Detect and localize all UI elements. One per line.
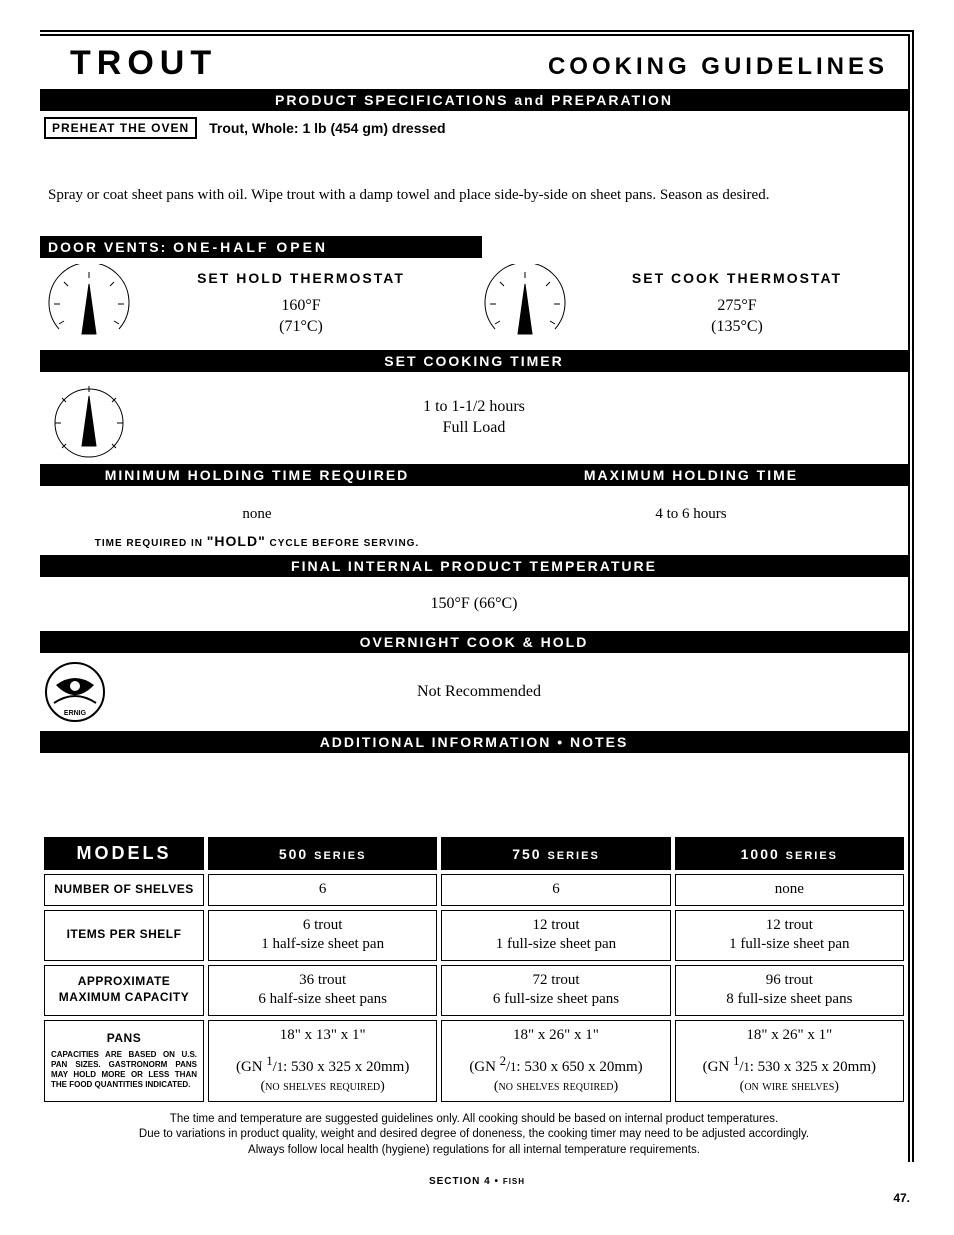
row-label-cell: APPROXIMATE MAXIMUM CAPACITY xyxy=(44,965,204,1016)
hold-temp-f: 160°F xyxy=(134,296,468,317)
spec-row: PREHEAT THE OVEN Trout, Whole: 1 lb (454… xyxy=(40,111,908,145)
overnight-header: OVERNIGHT COOK & HOLD xyxy=(40,631,908,653)
door-vents-row: DOOR VENTS: ONE-HALF OPEN xyxy=(40,236,908,258)
timer-line1: 1 to 1-1/2 hours xyxy=(44,397,904,418)
models-header: MODELS xyxy=(44,837,204,870)
timer-section-header: SET COOKING TIMER xyxy=(40,350,908,372)
pans-cell-750: 18" x 26" x 1"(GN 2/1: 530 x 650 x 20mm)… xyxy=(441,1020,670,1102)
data-cell: 6 xyxy=(208,874,437,906)
min-hold-cell: MINIMUM HOLDING TIME REQUIRED none TIME … xyxy=(40,464,474,555)
series-1000-header: 1000 SERIES xyxy=(675,837,904,870)
data-cell: 6 trout1 half-size sheet pan xyxy=(208,910,437,961)
overnight-row: ERNIG Not Recommended xyxy=(40,653,908,731)
row-label-cell: ITEMS PER SHELF xyxy=(44,910,204,961)
door-vents-label: DOOR VENTS: xyxy=(48,239,167,255)
spacer xyxy=(482,236,908,258)
hold-thermo-info: SET HOLD THERMOSTAT 160°F (71°C) xyxy=(134,270,468,338)
data-cell: 6 xyxy=(441,874,670,906)
models-table: MODELS 500 SERIES 750 SERIES 1000 SERIES… xyxy=(40,833,908,1106)
table-row: APPROXIMATE MAXIMUM CAPACITY36 trout6 ha… xyxy=(44,965,904,1016)
max-hold-body: 4 to 6 hours xyxy=(474,486,908,543)
notes-area xyxy=(40,753,908,833)
timer-line2: Full Load xyxy=(44,418,904,439)
pans-cell-500: 18" x 13" x 1"(GN 1/1: 530 x 325 x 20mm)… xyxy=(208,1020,437,1102)
thermostat-row: SET HOLD THERMOSTAT 160°F (71°C) SET COO… xyxy=(40,258,908,350)
cook-temp-c: (135°C) xyxy=(570,317,904,338)
disclaimer-line1: The time and temperature are suggested g… xyxy=(50,1112,898,1128)
pans-row: PANS CAPACITIES ARE BASED ON U.S. PAN SI… xyxy=(44,1020,904,1102)
data-cell: 36 trout6 half-size sheet pans xyxy=(208,965,437,1016)
cook-thermostat-cell: SET COOK THERMOSTAT 275°F (135°C) xyxy=(476,258,908,350)
data-cell: 96 trout8 full-size sheet pans xyxy=(675,965,904,1016)
hold-note-pre: TIME REQUIRED IN xyxy=(95,538,207,549)
data-cell: 12 trout1 full-size sheet pan xyxy=(675,910,904,961)
data-cell: 12 trout1 full-size sheet pan xyxy=(441,910,670,961)
row-label-cell: NUMBER OF SHELVES xyxy=(44,874,204,906)
disclaimer: The time and temperature are suggested g… xyxy=(40,1106,908,1163)
overnight-value: Not Recommended xyxy=(54,683,904,701)
cook-thermo-label: SET COOK THERMOSTAT xyxy=(570,270,904,286)
min-hold-body: none TIME REQUIRED IN "HOLD" CYCLE BEFOR… xyxy=(40,486,474,555)
hold-temp-c: (71°C) xyxy=(134,317,468,338)
page-border: TROUT COOKING GUIDELINES PRODUCT SPECIFI… xyxy=(40,30,914,1162)
hold-note-mid: "HOLD" xyxy=(207,533,266,549)
holding-split: MINIMUM HOLDING TIME REQUIRED none TIME … xyxy=(40,464,908,555)
section-category: FISH xyxy=(503,1177,525,1186)
disclaimer-line2: Due to variations in product quality, we… xyxy=(50,1127,898,1143)
spec-section-header: PRODUCT SPECIFICATIONS and PREPARATION xyxy=(40,89,908,111)
cook-dial-icon xyxy=(480,264,570,344)
cook-temp-f: 275°F xyxy=(570,296,904,317)
max-hold-value: 4 to 6 hours xyxy=(482,506,900,523)
max-hold-cell: MAXIMUM HOLDING TIME 4 to 6 hours xyxy=(474,464,908,555)
table-row: NUMBER OF SHELVES66none xyxy=(44,874,904,906)
product-spec: Trout, Whole: 1 lb (454 gm) dressed xyxy=(209,120,445,136)
min-hold-note: TIME REQUIRED IN "HOLD" CYCLE BEFORE SER… xyxy=(48,533,466,549)
section-footer: SECTION 4 • FISH xyxy=(40,1176,914,1187)
final-temp-value: 150°F (66°C) xyxy=(40,577,908,631)
max-hold-header: MAXIMUM HOLDING TIME xyxy=(474,464,908,486)
pans-label-cell: PANS CAPACITIES ARE BASED ON U.S. PAN SI… xyxy=(44,1020,204,1102)
hold-thermo-label: SET HOLD THERMOSTAT xyxy=(134,270,468,286)
pans-note: CAPACITIES ARE BASED ON U.S. PAN SIZES. … xyxy=(51,1047,197,1090)
svg-text:ERNIG: ERNIG xyxy=(64,710,87,717)
models-header-row: MODELS 500 SERIES 750 SERIES 1000 SERIES xyxy=(44,837,904,870)
table-row: ITEMS PER SHELF6 trout1 half-size sheet … xyxy=(44,910,904,961)
series-750-header: 750 SERIES xyxy=(441,837,670,870)
hold-note-post: CYCLE BEFORE SERVING. xyxy=(266,538,420,549)
series-500-header: 500 SERIES xyxy=(208,837,437,870)
cook-thermo-info: SET COOK THERMOSTAT 275°F (135°C) xyxy=(570,270,904,338)
timer-text: 1 to 1-1/2 hours Full Load xyxy=(44,397,904,439)
door-vents-value: ONE-HALF OPEN xyxy=(173,239,328,255)
hold-dial-icon xyxy=(44,264,134,344)
notes-header: ADDITIONAL INFORMATION • NOTES xyxy=(40,731,908,753)
min-hold-header: MINIMUM HOLDING TIME REQUIRED xyxy=(40,464,474,486)
food-title: TROUT xyxy=(40,44,217,85)
timer-row: 1 to 1-1/2 hours Full Load xyxy=(40,372,908,464)
data-cell: 72 trout6 full-size sheet pans xyxy=(441,965,670,1016)
final-temp-header: FINAL INTERNAL PRODUCT TEMPERATURE xyxy=(40,555,908,577)
page-number: 47. xyxy=(40,1191,914,1205)
preheat-label: PREHEAT THE OVEN xyxy=(44,117,197,139)
min-hold-value: none xyxy=(48,506,466,523)
door-vents-bar: DOOR VENTS: ONE-HALF OPEN xyxy=(40,236,482,258)
disclaimer-line3: Always follow local health (hygiene) reg… xyxy=(50,1143,898,1159)
section-label: SECTION 4 • xyxy=(429,1176,503,1187)
guidelines-title: COOKING GUIDELINES xyxy=(548,53,908,85)
hold-thermostat-cell: SET HOLD THERMOSTAT 160°F (71°C) xyxy=(40,258,472,350)
header-row: TROUT COOKING GUIDELINES xyxy=(40,44,908,85)
prep-instructions: Spray or coat sheet pans with oil. Wipe … xyxy=(40,145,908,236)
pans-label: PANS xyxy=(51,1031,197,1047)
pans-cell-1000: 18" x 26" x 1"(GN 1/1: 530 x 325 x 20mm)… xyxy=(675,1020,904,1102)
data-cell: none xyxy=(675,874,904,906)
